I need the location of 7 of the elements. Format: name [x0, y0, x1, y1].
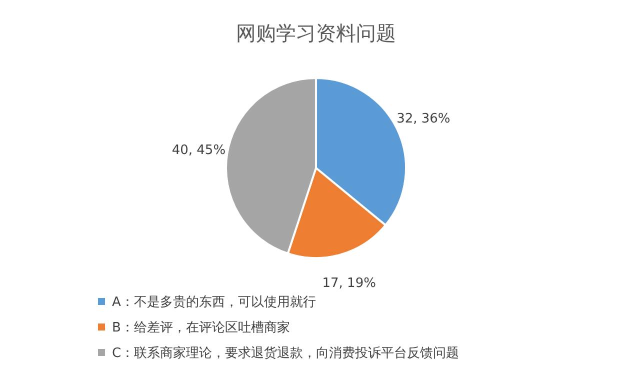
chart-title: 网购学习资料问题: [236, 21, 396, 45]
data-label: 40, 45%: [172, 143, 226, 158]
data-label: 17, 19%: [322, 276, 376, 292]
legend-label: C：联系商家理论，要求退货退款，向消费投诉平台反馈问题: [112, 345, 460, 361]
legend-label: B：给差评，在评论区吐槽商家: [112, 320, 290, 336]
legend-label: A：不是多贵的东西，可以使用就行: [112, 295, 316, 310]
data-label: 32, 36%: [396, 111, 450, 126]
